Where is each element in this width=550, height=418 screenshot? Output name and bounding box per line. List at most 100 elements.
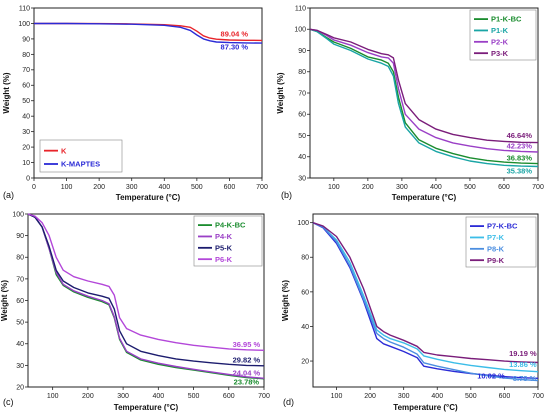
y-tick-label: 20 [301, 358, 309, 365]
y-tick-label: 50 [298, 133, 306, 140]
y-tick-label: 10 [22, 160, 30, 167]
series-line-p2-k [309, 28, 539, 153]
x-tick-label: 300 [117, 393, 129, 400]
series-line-p7-k-bc [312, 222, 539, 379]
end-value-label: 35.38% [507, 166, 533, 175]
y-tick-label: 70 [22, 67, 30, 74]
y-tick-label: 80 [298, 69, 306, 76]
x-tick-label: 300 [396, 184, 408, 191]
end-value-label: 10.02 % [477, 371, 505, 380]
y-tick-label: 60 [16, 298, 24, 305]
legend-entry-p8-k: P8-K [487, 244, 505, 253]
panel-c: 100 200 300 400 500 600 700 20 30 40 50 60 70 80 90 100… [0, 211, 270, 412]
y-tick-label: 30 [22, 129, 30, 136]
legend-entry-p6-k: P6-K [215, 255, 233, 264]
x-tick-label: 500 [191, 184, 203, 191]
panel-label: (d) [283, 397, 294, 407]
y-tick-label: 50 [16, 320, 24, 327]
series-line-k-maptes [34, 22, 263, 44]
y-tick-label: 90 [16, 233, 24, 240]
y-tick-label: 110 [19, 5, 30, 12]
y-tick-label: 60 [301, 289, 309, 296]
plot-frame [33, 7, 263, 179]
end-value-label: 42.23% [507, 142, 533, 151]
end-value-label: 36.95 % [233, 340, 261, 349]
x-axis-label: Temperature (°C) [116, 193, 181, 202]
x-tick-label: 200 [364, 393, 376, 400]
y-tick-label: 70 [16, 276, 24, 283]
y-axis-label: Weight (%) [0, 280, 9, 322]
legend-entry-p4-k-bc: P4-K-BC [215, 221, 246, 230]
y-tick-label: 60 [22, 83, 30, 90]
y-tick-label: 90 [22, 36, 30, 43]
y-tick-label: 100 [12, 211, 24, 218]
x-tick-label: 600 [499, 393, 511, 400]
x-tick-label: 200 [82, 393, 94, 400]
panel-d: 100 200 300 400 500 600 700 20 40 60 80 100 Temperat… [281, 213, 544, 412]
panel-a: 0 100 200 300 400 500 600 700 0 10 20 30 40 50 60 70 80 9… [2, 5, 268, 202]
x-tick-label: 100 [331, 393, 343, 400]
y-tick-label: 40 [16, 341, 24, 348]
y-axis-label: Weight (%) [276, 72, 285, 114]
legend-entry-p1-k-bc: P1-K-BC [491, 15, 522, 24]
legend-entry-p7-k: P7-K [487, 233, 505, 242]
series-line-p7-k [312, 222, 539, 373]
y-axis-label: Weight (%) [281, 280, 290, 322]
end-value-label: 89.04 % [221, 30, 249, 39]
legend: P1-K-BC P1-K P2-K P3-K [469, 9, 537, 61]
legend-entry-p9-k: P9-K [487, 256, 505, 265]
x-tick-label: 500 [464, 184, 476, 191]
x-axis-label: Temperature (°C) [393, 403, 458, 412]
x-tick-label: 700 [532, 184, 544, 191]
y-tick-label: 100 [18, 21, 30, 28]
series-line-p8-k [312, 222, 539, 382]
x-tick-label: 400 [152, 393, 164, 400]
y-tick-label: 30 [16, 363, 24, 370]
y-tick-label: 40 [22, 114, 30, 121]
panel-label: (a) [3, 190, 14, 200]
x-axis-label: Temperature (°C) [114, 403, 179, 412]
x-tick-label: 0 [32, 184, 36, 191]
legend-entry-k-maptes: K-MAPTES [61, 160, 100, 169]
x-axis-label: Temperature (°C) [392, 193, 457, 202]
panel-b: 100 200 300 400 500 600 700 30 40 50 60 70 80 90 100 11… [276, 5, 544, 202]
end-value-label: 36.83% [507, 153, 533, 162]
legend-entry-k: K [61, 146, 67, 155]
x-tick-label: 100 [328, 184, 340, 191]
y-tick-label: 60 [298, 112, 306, 119]
end-value-label: 23.78% [234, 377, 260, 386]
end-value-label: 46.64% [507, 131, 533, 140]
x-tick-label: 200 [93, 184, 105, 191]
legend-entry-p1-k: P1-K [491, 26, 509, 35]
legend-entry-p3-k: P3-K [491, 49, 509, 58]
y-tick-label: 70 [298, 90, 306, 97]
y-tick-label: 50 [22, 98, 30, 105]
y-tick-label: 100 [297, 220, 309, 227]
legend: P4-K-BC P4-K P5-K P6-K [193, 215, 263, 267]
x-tick-label: 400 [430, 184, 442, 191]
y-tick-label: 20 [16, 384, 24, 391]
x-tick-label: 600 [224, 184, 236, 191]
legend-entry-p7-k-bc: P7-K-BC [487, 222, 518, 231]
series-line-p6-k [27, 213, 265, 351]
legend-box [39, 139, 123, 173]
y-axis-label: Weight (%) [2, 72, 11, 114]
x-tick-label: 200 [362, 184, 374, 191]
x-tick-label: 600 [223, 393, 235, 400]
x-tick-label: 700 [532, 393, 544, 400]
y-tick-label: 30 [298, 175, 306, 182]
y-tick-label: 80 [16, 255, 24, 262]
end-value-label: 8.78 % [513, 374, 537, 383]
legend: K K-MAPTES [39, 139, 123, 173]
x-tick-label: 500 [465, 393, 477, 400]
y-tick-label: 80 [22, 52, 30, 59]
panel-label: (b) [281, 190, 292, 200]
series-line-p3-k [309, 28, 539, 144]
y-tick-label: 90 [298, 48, 306, 55]
x-tick-label: 500 [188, 393, 200, 400]
end-value-label: 13.86 % [509, 360, 537, 369]
y-tick-label: 40 [298, 154, 306, 161]
x-tick-label: 400 [158, 184, 170, 191]
x-tick-label: 300 [398, 393, 410, 400]
x-tick-label: 600 [498, 184, 510, 191]
